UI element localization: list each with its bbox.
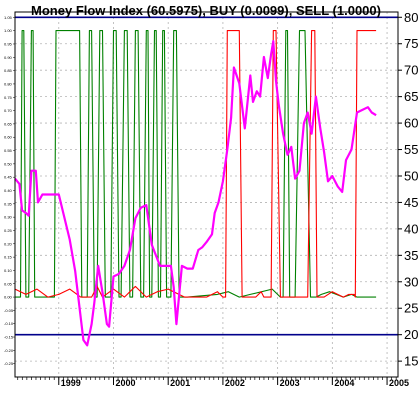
left-tick-label: -0.10	[4, 321, 14, 326]
x-tick-label: 2004	[334, 378, 354, 388]
left-tick-label: 0.65	[4, 121, 13, 126]
left-tick-label: -0.20	[4, 348, 14, 353]
x-tick-label: 1999	[61, 378, 81, 388]
plot-frame	[14, 11, 399, 378]
right-tick-label: 80	[404, 10, 418, 25]
x-tick-label: 2000	[115, 378, 135, 388]
right-y-axis: 15 20 25 30 35 40 45 50 55 60 65 70 75 80	[398, 10, 418, 369]
right-tick-label: 35	[404, 248, 418, 263]
left-tick-label: 0.20	[4, 241, 13, 246]
right-tick-label: 40	[404, 221, 418, 236]
x-axis: 1999 2000 2001 2002 2003 2004 2005	[17, 377, 409, 388]
left-tick-label: 0.30	[4, 215, 13, 220]
left-tick-label: 0.90	[4, 55, 13, 60]
grid	[15, 12, 398, 377]
right-tick-label: 70	[404, 63, 418, 78]
chart-title: Money Flow Index (60.5975), BUY (0.0099)…	[31, 3, 381, 18]
left-tick-label: -0.25	[4, 361, 14, 366]
left-tick-label: -0.05	[4, 308, 14, 313]
left-tick-label: 0.35	[4, 201, 13, 206]
left-tick-label: 0.70	[4, 108, 13, 113]
right-tick-label: 60	[404, 116, 418, 131]
left-tick-label: 1.05	[4, 15, 13, 20]
right-tick-label: 25	[404, 301, 418, 316]
x-tick-label: 2003	[280, 378, 300, 388]
x-tick-label: 2005	[389, 378, 409, 388]
right-tick-label: 45	[404, 195, 418, 210]
left-tick-label: 0.45	[4, 175, 13, 180]
left-tick-label: 0.60	[4, 135, 13, 140]
left-tick-label: 0.05	[4, 281, 13, 286]
right-tick-label: 55	[404, 142, 418, 157]
x-tick-label: 2001	[170, 378, 190, 388]
left-tick-label: 0.85	[4, 68, 13, 73]
left-y-axis: 1.05 1.00 0.95 0.90 0.85 0.80 0.75 0.70 0.65 0.60…	[4, 15, 15, 366]
x-tick-label: 2002	[225, 378, 245, 388]
right-tick-label: 50	[404, 168, 418, 183]
right-tick-label: 75	[404, 36, 418, 51]
right-tick-label: 65	[404, 89, 418, 104]
reference-lines	[15, 16, 398, 336]
left-tick-label: 1.00	[4, 28, 13, 33]
mfi-series-line	[14, 39, 377, 347]
left-tick-label: 0.95	[4, 41, 13, 46]
left-tick-label: 0.25	[4, 228, 13, 233]
left-tick-label: 0.40	[4, 188, 13, 193]
left-tick-label: 0.50	[4, 161, 13, 166]
left-tick-label: 0.00	[4, 295, 13, 300]
left-tick-label: 0.75	[4, 95, 13, 100]
left-tick-label: 0.55	[4, 148, 13, 153]
right-tick-label: 20	[404, 327, 418, 342]
left-tick-label: 0.15	[4, 255, 13, 260]
left-tick-label: -0.15	[4, 335, 14, 340]
left-tick-label: 0.80	[4, 81, 13, 86]
series-lines	[14, 30, 377, 347]
left-tick-label: 0.10	[4, 268, 13, 273]
right-tick-label: 30	[404, 274, 418, 289]
right-tick-label: 15	[404, 354, 418, 369]
